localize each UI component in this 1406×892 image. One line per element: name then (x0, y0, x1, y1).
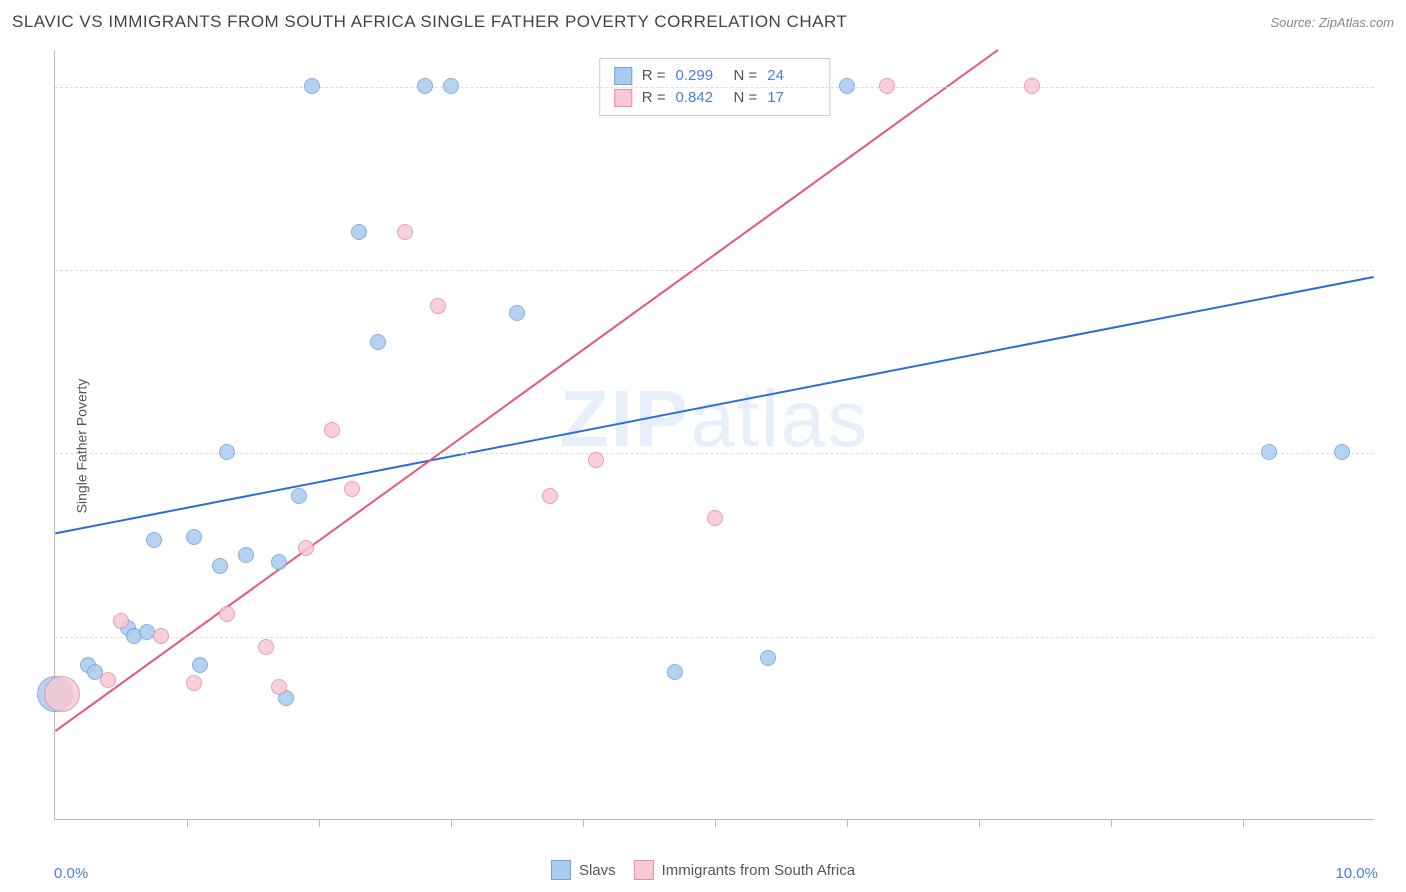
x-tick (583, 819, 584, 827)
x-axis-max-label: 10.0% (1335, 865, 1378, 882)
data-point-immigrants (344, 481, 360, 497)
data-point-slavs (351, 224, 367, 240)
data-point-immigrants (430, 298, 446, 314)
data-point-slavs (417, 78, 433, 94)
stats-row-immigrants: R = 0.842 N = 17 (614, 87, 816, 109)
x-axis-min-label: 0.0% (54, 865, 88, 882)
bottom-legend: Slavs Immigrants from South Africa (551, 860, 855, 880)
watermark-text: ZIPatlas (560, 373, 869, 465)
legend-item-slavs: Slavs (551, 860, 616, 880)
legend-label-immigrants: Immigrants from South Africa (662, 862, 855, 879)
gridline (55, 270, 1374, 271)
legend-item-immigrants: Immigrants from South Africa (634, 860, 855, 880)
chart-container: SLAVIC VS IMMIGRANTS FROM SOUTH AFRICA S… (0, 0, 1406, 892)
stats-n-label-0: N = (734, 65, 758, 87)
data-point-immigrants (588, 452, 604, 468)
data-point-immigrants (707, 510, 723, 526)
data-point-immigrants (324, 422, 340, 438)
data-point-immigrants (153, 628, 169, 644)
legend-label-slavs: Slavs (579, 862, 616, 879)
data-point-immigrants (219, 606, 235, 622)
stats-r-value-0: 0.299 (676, 65, 724, 87)
data-point-slavs (760, 650, 776, 666)
data-point-immigrants (186, 675, 202, 691)
stats-r-label-0: R = (642, 65, 666, 87)
data-point-immigrants (100, 672, 116, 688)
stats-n-value-1: 17 (767, 87, 815, 109)
stats-n-value-0: 24 (767, 65, 815, 87)
data-point-immigrants (1024, 78, 1040, 94)
chart-source: Source: ZipAtlas.com (1270, 15, 1394, 30)
gridline (55, 87, 1374, 88)
x-tick (187, 819, 188, 827)
data-point-slavs (370, 334, 386, 350)
data-point-immigrants (298, 540, 314, 556)
data-point-immigrants (271, 679, 287, 695)
data-point-slavs (192, 657, 208, 673)
data-point-slavs (443, 78, 459, 94)
data-point-immigrants (44, 676, 80, 712)
data-point-slavs (212, 558, 228, 574)
data-point-immigrants (258, 639, 274, 655)
data-point-slavs (1334, 444, 1350, 460)
gridline (55, 637, 1374, 638)
stats-r-label-1: R = (642, 87, 666, 109)
trend-line-immigrants (55, 50, 998, 731)
x-tick (847, 819, 848, 827)
data-point-slavs (219, 444, 235, 460)
x-tick (451, 819, 452, 827)
x-tick (319, 819, 320, 827)
data-point-slavs (146, 532, 162, 548)
data-point-slavs (271, 554, 287, 570)
trend-line-slavs (55, 277, 1373, 533)
data-point-slavs (667, 664, 683, 680)
stats-swatch-slavs (614, 67, 632, 85)
x-tick (1243, 819, 1244, 827)
watermark-rest: atlas (690, 374, 869, 463)
stats-swatch-immigrants (614, 89, 632, 107)
legend-swatch-slavs (551, 860, 571, 880)
x-tick (1111, 819, 1112, 827)
stats-row-slavs: R = 0.299 N = 24 (614, 65, 816, 87)
data-point-immigrants (542, 488, 558, 504)
data-point-slavs (509, 305, 525, 321)
x-tick (715, 819, 716, 827)
data-point-immigrants (113, 613, 129, 629)
legend-swatch-immigrants (634, 860, 654, 880)
stats-n-label-1: N = (734, 87, 758, 109)
data-point-slavs (238, 547, 254, 563)
data-point-slavs (839, 78, 855, 94)
data-point-slavs (1261, 444, 1277, 460)
gridline (55, 453, 1374, 454)
chart-title: SLAVIC VS IMMIGRANTS FROM SOUTH AFRICA S… (12, 12, 847, 32)
x-tick (979, 819, 980, 827)
stats-r-value-1: 0.842 (676, 87, 724, 109)
data-point-immigrants (397, 224, 413, 240)
data-point-slavs (186, 529, 202, 545)
trend-lines-svg (55, 50, 1374, 819)
data-point-slavs (291, 488, 307, 504)
data-point-immigrants (879, 78, 895, 94)
chart-header: SLAVIC VS IMMIGRANTS FROM SOUTH AFRICA S… (12, 12, 1394, 32)
data-point-slavs (304, 78, 320, 94)
chart-plot-area: ZIPatlas R = 0.299 N = 24 R = 0.842 N = … (54, 50, 1374, 820)
watermark-bold: ZIP (560, 374, 690, 463)
